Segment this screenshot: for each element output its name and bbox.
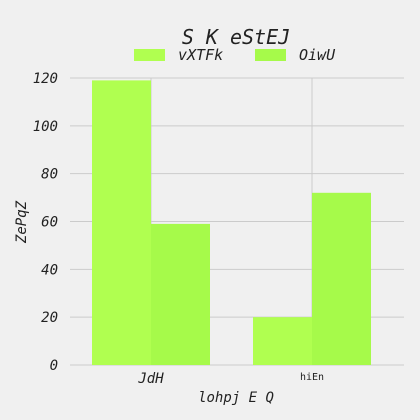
x-tick-label: JdH [137, 371, 164, 387]
y-tick-label: 40 [41, 262, 58, 278]
y-tick-label: 20 [41, 310, 58, 326]
bar-OiwU-hiEn [312, 192, 371, 365]
legend-label-vXTFk: vXTFk [178, 46, 223, 64]
y-axis-label: ZePqZ [14, 200, 30, 244]
x-axis-label: lohpj E Q [198, 390, 274, 406]
ticks-layer: 0 20 40 60 80 100 120 JdH hiEn [33, 71, 324, 387]
y-tick-label: 0 [50, 358, 58, 374]
y-tick-label: 100 [33, 119, 58, 135]
chart-title: S K eStEJ [182, 25, 290, 49]
bar-vXTFk-hiEn [253, 317, 312, 365]
y-tick-label: 120 [33, 71, 58, 87]
bars-layer [92, 80, 371, 366]
bar-vXTFk-JdH [92, 80, 151, 366]
bar-OiwU-JdH [151, 223, 210, 365]
legend-swatch-OiwU [255, 49, 286, 61]
legend-swatch-vXTFk [134, 49, 165, 61]
y-tick-label: 80 [41, 167, 58, 183]
legend: vXTFk OiwU [134, 46, 336, 64]
y-tick-label: 60 [41, 215, 58, 231]
legend-label-OiwU: OiwU [299, 46, 336, 64]
x-tick-label: hiEn [300, 372, 324, 383]
